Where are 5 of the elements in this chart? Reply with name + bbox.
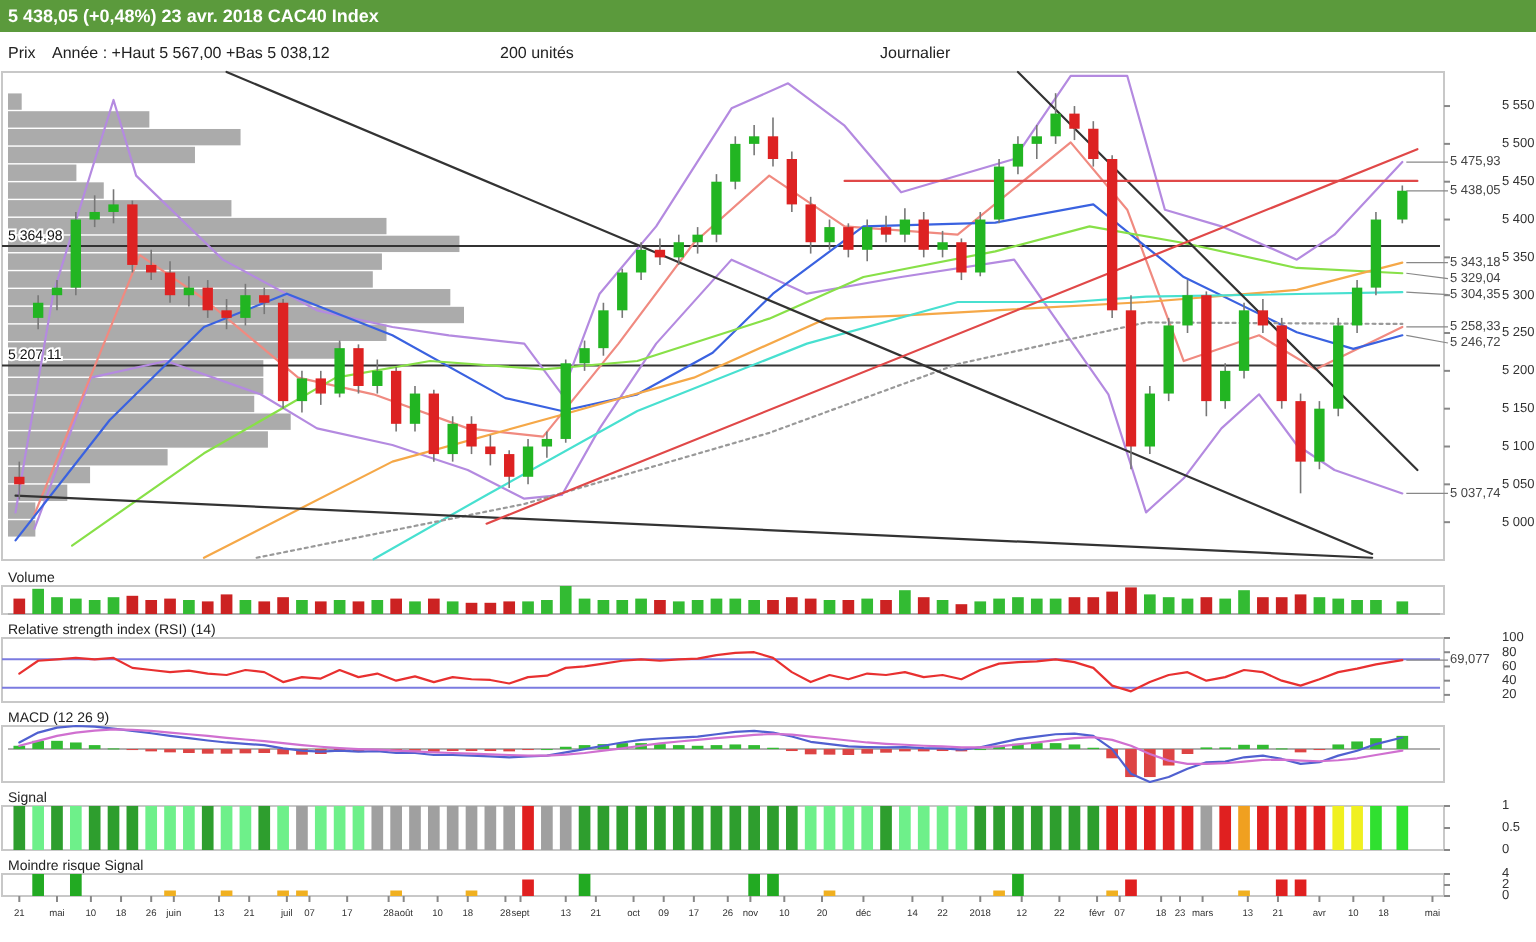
chart-title: 5 438,05 (+0,48%) 23 avr. 2018 CAC40 Index xyxy=(8,6,379,26)
text: Journalier xyxy=(880,44,951,62)
text: 200 unités xyxy=(500,44,574,62)
text: Année : +Haut 5 567,00 +Bas 5 038,12 xyxy=(52,44,331,62)
text: Prix xyxy=(8,44,36,62)
